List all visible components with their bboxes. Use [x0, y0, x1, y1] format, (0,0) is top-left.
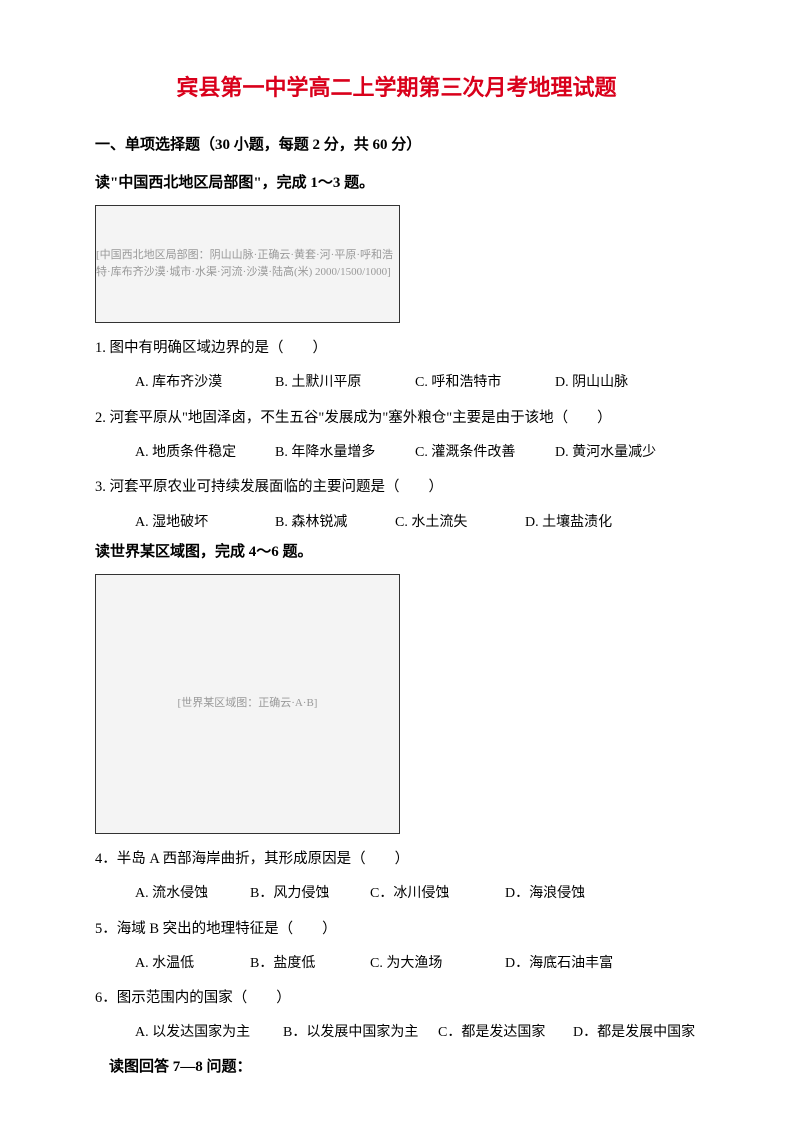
q2-choice-d: D. 黄河水量减少 [555, 442, 695, 464]
q3-choice-c: C. 水土流失 [395, 512, 525, 534]
question-4-choices: A. 流水侵蚀 B．风力侵蚀 C．冰川侵蚀 D．海浪侵蚀 [135, 883, 698, 905]
question-6: 6．图示范围内的国家（ ） [95, 987, 698, 1010]
q5-choice-d: D．海底石油丰富 [505, 953, 625, 975]
q6-choice-b: B．以发展中国家为主 [283, 1022, 438, 1044]
q5-choice-a: A. 水温低 [135, 953, 250, 975]
map-1-placeholder: [中国西北地区局部图：阴山山脉·正确云·黄套·河·平原·呼和浩特·库布齐沙漠·城… [96, 247, 399, 282]
q6-choice-d: D．都是发展中国家 [573, 1022, 718, 1044]
q6-choice-c: C．都是发达国家 [438, 1022, 573, 1044]
q4-choice-c: C．冰川侵蚀 [370, 883, 505, 905]
q3-choice-d: D. 土壤盐渍化 [525, 512, 665, 534]
q1-choice-b: B. 土默川平原 [275, 372, 415, 394]
q1-choice-a: A. 库布齐沙漠 [135, 372, 275, 394]
question-5: 5．海域 B 突出的地理特征是（ ） [95, 918, 698, 941]
instruction-3: 读图回答 7—8 问题： [109, 1055, 698, 1079]
map-2-placeholder: [世界某区域图：正确云·A·B] [178, 695, 318, 713]
question-1-choices: A. 库布齐沙漠 B. 土默川平原 C. 呼和浩特市 D. 阴山山脉 [135, 372, 698, 394]
question-1: 1. 图中有明确区域边界的是（ ） [95, 337, 698, 360]
q6-choice-a: A. 以发达国家为主 [135, 1022, 283, 1044]
q5-choice-c: C. 为大渔场 [370, 953, 505, 975]
question-3-choices: A. 湿地破坏 B. 森林锐减 C. 水土流失 D. 土壤盐渍化 [135, 512, 698, 534]
q2-choice-b: B. 年降水量增多 [275, 442, 415, 464]
q3-choice-a: A. 湿地破坏 [135, 512, 275, 534]
question-3: 3. 河套平原农业可持续发展面临的主要问题是（ ） [95, 476, 698, 499]
q3-choice-b: B. 森林锐减 [275, 512, 395, 534]
map-1-image: [中国西北地区局部图：阴山山脉·正确云·黄套·河·平原·呼和浩特·库布齐沙漠·城… [95, 205, 400, 323]
question-4: 4．半岛 A 西部海岸曲折，其形成原因是（ ） [95, 848, 698, 871]
section-header: 一、单项选择题（30 小题，每题 2 分，共 60 分） [95, 133, 698, 157]
question-2: 2. 河套平原从"地固泽卤，不生五谷"发展成为"塞外粮仓"主要是由于该地（ ） [95, 407, 698, 430]
q4-choice-a: A. 流水侵蚀 [135, 883, 250, 905]
q2-choice-a: A. 地质条件稳定 [135, 442, 275, 464]
q1-choice-c: C. 呼和浩特市 [415, 372, 555, 394]
instruction-2: 读世界某区域图，完成 4～6 题。 [95, 540, 698, 564]
instruction-1: 读"中国西北地区局部图"，完成 1～3 题。 [95, 171, 698, 195]
map-2-image: [世界某区域图：正确云·A·B] [95, 574, 400, 834]
q4-choice-b: B．风力侵蚀 [250, 883, 370, 905]
q4-choice-d: D．海浪侵蚀 [505, 883, 625, 905]
page-title: 宾县第一中学高二上学期第三次月考地理试题 [95, 70, 698, 105]
q5-choice-b: B．盐度低 [250, 953, 370, 975]
question-6-choices: A. 以发达国家为主 B．以发展中国家为主 C．都是发达国家 D．都是发展中国家 [135, 1022, 698, 1044]
q1-choice-d: D. 阴山山脉 [555, 372, 695, 394]
question-5-choices: A. 水温低 B．盐度低 C. 为大渔场 D．海底石油丰富 [135, 953, 698, 975]
question-2-choices: A. 地质条件稳定 B. 年降水量增多 C. 灌溉条件改善 D. 黄河水量减少 [135, 442, 698, 464]
q2-choice-c: C. 灌溉条件改善 [415, 442, 555, 464]
